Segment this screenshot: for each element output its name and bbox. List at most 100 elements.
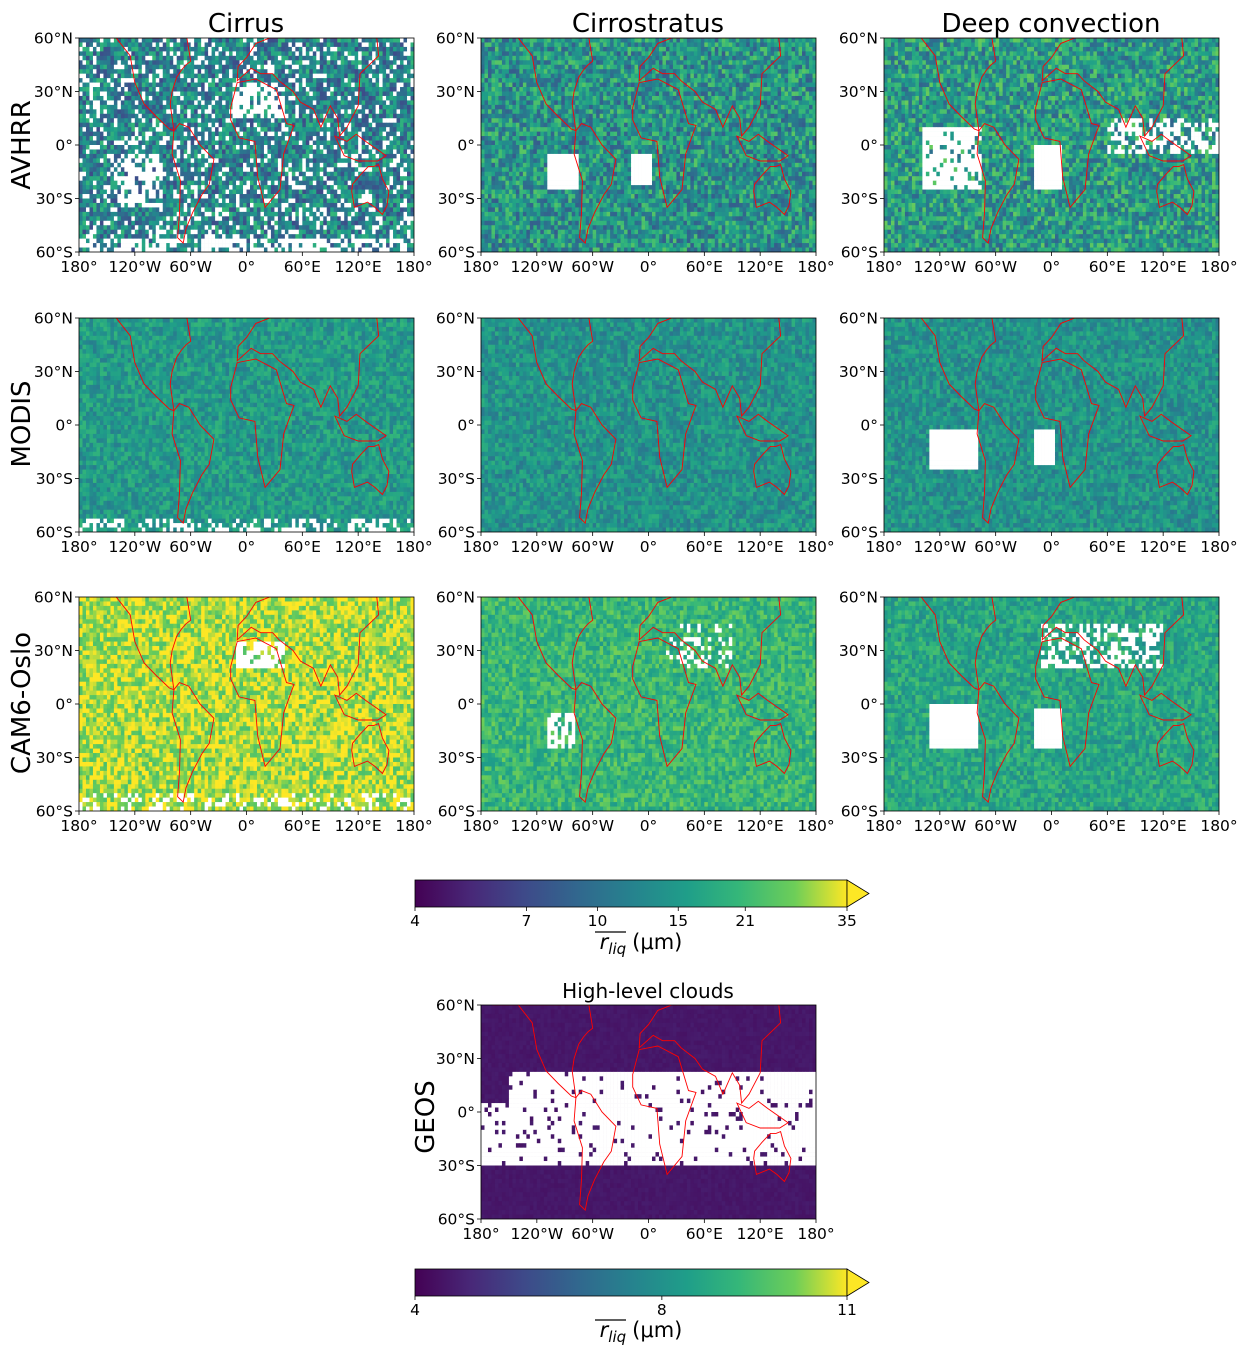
y-tick-label: 0° <box>860 137 878 155</box>
x-tick-label: 180° <box>462 538 499 556</box>
y-tick-label: 60°S <box>438 1211 475 1229</box>
y-tick-label: 60°S <box>438 524 475 542</box>
x-tick-label: 60°W <box>169 538 212 556</box>
y-tick-label: 30°N <box>34 83 73 101</box>
y-tick-label: 30°N <box>34 642 73 660</box>
x-tick-label: 120°W <box>108 538 161 556</box>
y-tick-label: 60°N <box>436 997 475 1015</box>
y-tick-label: 0° <box>860 696 878 714</box>
y-tick-label: 30°S <box>438 1157 475 1175</box>
x-tick-label: 120°W <box>510 1225 563 1243</box>
y-tick-label: 30°S <box>841 190 878 208</box>
colorbar-tick-label: 21 <box>735 912 755 930</box>
row-label-cam6-oslo: CAM6-Oslo <box>7 632 37 774</box>
y-tick-label: 0° <box>457 417 475 435</box>
x-tick-label: 180° <box>60 538 97 556</box>
x-tick-label: 180° <box>395 538 432 556</box>
x-tick-label: 60°W <box>571 817 614 835</box>
x-tick-label: 60°E <box>686 258 723 276</box>
y-tick-label: 60°N <box>34 589 73 607</box>
column-title-cirrostratus: Cirrostratus <box>572 9 724 39</box>
x-tick-label: 120°E <box>335 817 382 835</box>
x-tick-label: 180° <box>797 817 834 835</box>
x-tick-label: 120°E <box>737 1225 784 1243</box>
x-tick-label: 120°W <box>913 258 966 276</box>
colorbar-main-gradient <box>414 879 848 908</box>
x-tick-label: 60°W <box>571 258 614 276</box>
x-tick-label: 180° <box>797 258 834 276</box>
y-tick-label: 0° <box>457 696 475 714</box>
y-tick-label: 60°S <box>36 803 73 821</box>
x-tick-label: 180° <box>1200 258 1237 276</box>
x-tick-label: 120°E <box>335 538 382 556</box>
y-tick-label: 30°N <box>839 642 878 660</box>
x-tick-label: 120°E <box>737 258 784 276</box>
y-tick-label: 30°S <box>841 749 878 767</box>
x-tick-label: 60°E <box>1089 538 1126 556</box>
y-tick-label: 30°S <box>36 470 73 488</box>
row-label-modis: MODIS <box>7 380 37 467</box>
y-tick-label: 60°N <box>839 310 878 328</box>
x-tick-label: 120°W <box>510 538 563 556</box>
x-tick-label: 60°E <box>686 538 723 556</box>
y-tick-label: 30°N <box>436 363 475 381</box>
y-tick-label: 30°S <box>36 749 73 767</box>
y-tick-label: 60°S <box>36 524 73 542</box>
x-tick-label: 0° <box>1043 258 1061 276</box>
x-tick-label: 60°E <box>686 817 723 835</box>
x-tick-label: 180° <box>462 817 499 835</box>
x-tick-label: 120°W <box>510 817 563 835</box>
x-tick-label: 0° <box>640 258 658 276</box>
x-tick-label: 60°E <box>284 258 321 276</box>
y-tick-label: 0° <box>55 417 73 435</box>
y-tick-label: 60°N <box>436 30 475 48</box>
y-tick-label: 30°N <box>436 642 475 660</box>
x-tick-label: 0° <box>640 1225 658 1243</box>
y-tick-label: 60°S <box>438 803 475 821</box>
x-tick-label: 120°E <box>737 817 784 835</box>
colorbar-tick-label: 4 <box>410 912 420 930</box>
x-tick-label: 60°E <box>1089 817 1126 835</box>
x-tick-label: 0° <box>238 817 256 835</box>
colorbar-geos: 4 8 11 rliq (μm) <box>410 1268 870 1346</box>
x-tick-label: 120°W <box>108 817 161 835</box>
x-tick-label: 180° <box>395 258 432 276</box>
x-tick-label: 180° <box>462 258 499 276</box>
y-tick-label: 60°N <box>34 30 73 48</box>
y-tick-label: 30°N <box>34 363 73 381</box>
x-tick-label: 180° <box>60 258 97 276</box>
x-tick-label: 60°E <box>284 817 321 835</box>
colorbar-main: 4 7 10 15 21 35 rliq (μm) <box>410 879 870 958</box>
y-tick-label: 60°N <box>436 589 475 607</box>
x-tick-label: 120°E <box>1140 258 1187 276</box>
x-tick-label: 60°W <box>169 258 212 276</box>
y-tick-label: 60°N <box>839 589 878 607</box>
y-tick-label: 60°N <box>436 310 475 328</box>
x-tick-label: 0° <box>238 258 256 276</box>
y-tick-label: 30°S <box>438 190 475 208</box>
x-tick-label: 120°W <box>913 817 966 835</box>
x-tick-label: 60°W <box>571 1225 614 1243</box>
x-tick-label: 120°W <box>510 258 563 276</box>
x-tick-label: 60°W <box>169 817 212 835</box>
x-tick-label: 180° <box>865 817 902 835</box>
colorbar-tick-label: 4 <box>410 1301 420 1319</box>
x-tick-label: 120°E <box>1140 538 1187 556</box>
colorbar-main-extend-arrow <box>846 879 870 908</box>
x-tick-label: 180° <box>797 1225 834 1243</box>
x-tick-label: 180° <box>395 817 432 835</box>
x-tick-label: 180° <box>462 1225 499 1243</box>
column-title-cirrus: Cirrus <box>208 9 284 39</box>
colorbar-tick-label: 15 <box>668 912 688 930</box>
x-tick-label: 180° <box>1200 817 1237 835</box>
row-label-avhrr: AVHRR <box>7 100 37 190</box>
x-tick-label: 60°E <box>1089 258 1126 276</box>
